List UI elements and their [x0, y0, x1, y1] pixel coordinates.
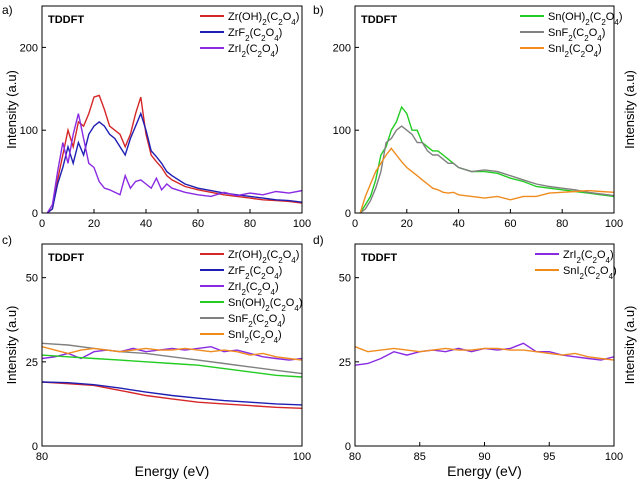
y-tick-label: 200: [20, 42, 38, 54]
plot-frame: [41, 243, 303, 447]
legend-entry: SnF2(C2O4): [548, 27, 605, 43]
series-line-SnI2(C2O4): [359, 147, 614, 213]
legend-entry: SnI2(C2O4): [548, 43, 602, 59]
series-line-ZrI2(C2O4): [42, 345, 302, 361]
panel-label: b): [313, 3, 324, 17]
y-axis-label: Intensity (a.u): [622, 306, 637, 385]
y-tick-label: 25: [339, 357, 351, 369]
legend-entry: Sn(OH)2(C2O4): [228, 297, 302, 313]
x-tick-label: 60: [504, 218, 516, 230]
y-tick-label: 200: [333, 42, 351, 54]
x-tick-label: 40: [452, 218, 464, 230]
legend-entry: ZrI2(C2O4): [228, 281, 279, 297]
x-tick-label: 80: [556, 218, 568, 230]
y-axis-label: Intensity (a.u): [4, 306, 19, 385]
chart-panel-b: 0 20 40 60 80 100 0 100 200 b) TDDFT Intensity (a.u…: [313, 3, 637, 230]
series-line-SnI2(C2O4): [355, 346, 614, 361]
x-tick-label: 100: [605, 451, 623, 463]
series-line-Sn(OH)2(C2O4): [42, 354, 302, 378]
x-tick-label: 100: [293, 218, 311, 230]
legend-entry: Zr(OH)2(C2O4): [228, 11, 299, 27]
series-line-Sn(OH)2(C2O4): [359, 105, 614, 213]
chart-panel-c: 80 100 0 25 50 c) TDDFT Intensity (a.u) Energy (…: [2, 233, 311, 479]
legend-entry: ZrI2(C2O4): [228, 43, 279, 59]
x-tick-label: 0: [352, 218, 358, 230]
legend-entry: SnF2(C2O4): [228, 313, 285, 329]
x-tick-label: 100: [293, 451, 311, 463]
x-tick-label: 60: [192, 218, 204, 230]
series-line-ZrI2(C2O4): [46, 113, 302, 213]
plot-frame: [41, 5, 303, 214]
legend-entry: ZrI2(C2O4): [563, 249, 614, 265]
panel-label: a): [2, 3, 13, 17]
y-tick-label: 0: [345, 208, 351, 220]
series-line-SnI2(C2O4): [42, 346, 302, 361]
x-axis-label: Energy (eV): [447, 463, 522, 479]
y-tick-label: 100: [333, 125, 351, 137]
series-line-Zr(OH)2(C2O4): [42, 381, 302, 409]
x-tick-label: 80: [349, 451, 361, 463]
x-tick-label: 95: [543, 451, 555, 463]
legend-entry: ZrF2(C2O4): [228, 265, 282, 281]
y-tick-label: 0: [32, 441, 38, 453]
panel-label: d): [313, 233, 324, 247]
y-tick-label: 25: [26, 357, 38, 369]
y-axis-label: Intensity (a.u): [622, 70, 637, 149]
x-tick-label: 100: [605, 218, 623, 230]
x-tick-label: 80: [244, 218, 256, 230]
x-tick-label: 90: [478, 451, 490, 463]
series-line-ZrI2(C2O4): [355, 342, 614, 366]
series-line-SnF2(C2O4): [359, 125, 614, 213]
plot-frame: [354, 5, 615, 214]
legend-entry: SnI2(C2O4): [228, 329, 282, 345]
y-tick-label: 100: [20, 125, 38, 137]
x-tick-label: 85: [414, 451, 426, 463]
legend-entry: Sn(OH)2(C2O4): [548, 11, 622, 27]
x-tick-label: 80: [36, 451, 48, 463]
method-tag: TDDFT: [48, 252, 84, 264]
method-tag: TDDFT: [361, 252, 397, 264]
chart-panel-a: 0 20 40 60 80 100 0 100 200 a) TDDFT Intensity (a.u…: [2, 3, 311, 230]
legend-entry: ZrF2(C2O4): [228, 27, 282, 43]
method-tag: TDDFT: [361, 14, 397, 26]
x-tick-label: 0: [39, 218, 45, 230]
panel-label: c): [2, 233, 12, 247]
series-line-SnF2(C2O4): [42, 342, 302, 375]
y-tick-label: 50: [339, 273, 351, 285]
y-tick-label: 50: [26, 273, 38, 285]
y-tick-label: 0: [345, 441, 351, 453]
series-line-ZrF2(C2O4): [42, 381, 302, 406]
x-tick-label: 40: [140, 218, 152, 230]
x-axis-label: Energy (eV): [135, 463, 210, 479]
y-axis-label: Intensity (a.u): [4, 70, 19, 149]
series-line-ZrF2(C2O4): [46, 111, 302, 213]
x-tick-label: 20: [401, 218, 413, 230]
series-line-Zr(OH)2(C2O4): [46, 94, 302, 213]
method-tag: TDDFT: [48, 14, 84, 26]
y-tick-label: 0: [32, 208, 38, 220]
x-tick-label: 20: [88, 218, 100, 230]
legend-entry: SnI2(C2O4): [563, 265, 617, 281]
legend-entry: Zr(OH)2(C2O4): [228, 249, 299, 265]
chart-panel-d: 80 85 90 95 100 0 25 50 d) TDDFT Intensity (a.u) En…: [313, 233, 637, 479]
